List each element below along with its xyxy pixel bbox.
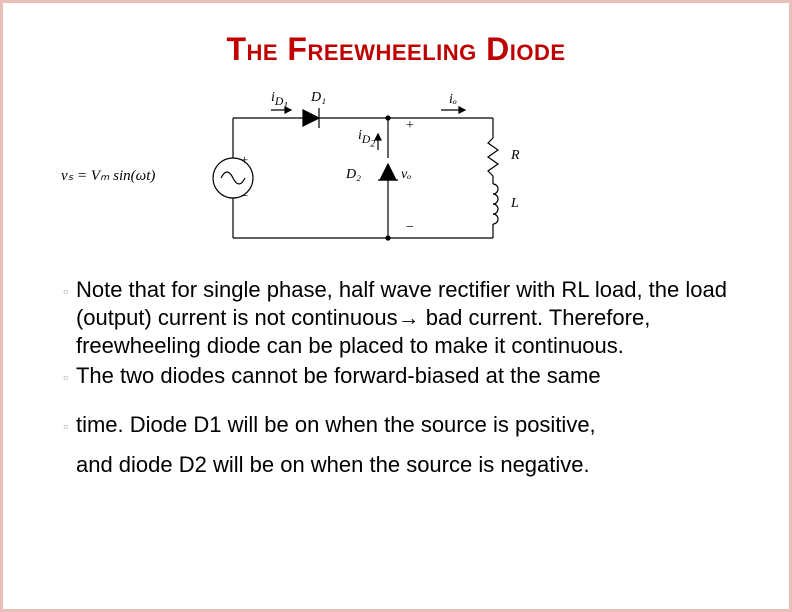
bullet-list: ▫ Note that for single phase, half wave … <box>63 276 741 479</box>
label-minus: − <box>406 220 414 236</box>
label-R: R <box>511 148 520 164</box>
svg-text:+: + <box>241 152 248 167</box>
list-item: ▫ The two diodes cannot be forward-biase… <box>63 362 741 390</box>
bullet-text: time. Diode D1 will be on when the sourc… <box>76 411 596 439</box>
label-plus: + <box>406 118 414 134</box>
bullet-icon: ▫ <box>63 284 68 298</box>
label-D2: D₂ <box>346 167 361 183</box>
slide-title: The Freewheeling Diode <box>3 31 789 68</box>
bullet-text: The two diodes cannot be forward-biased … <box>76 362 601 390</box>
bullet-icon: ▫ <box>63 370 68 384</box>
circuit-diagram: vₛ = Vₘ sin(ωt) <box>133 88 573 258</box>
list-item: ▫ Note that for single phase, half wave … <box>63 276 741 360</box>
label-L: L <box>511 196 519 212</box>
label-iD1: iD1 <box>271 90 288 111</box>
list-item: ▫ time. Diode D1 will be on when the sou… <box>63 411 741 439</box>
label-io: iₒ <box>449 92 457 108</box>
bullet-icon: ▫ <box>63 419 68 433</box>
source-equation: vₛ = Vₘ sin(ωt) <box>61 166 155 185</box>
svg-text:−: − <box>241 188 248 203</box>
bullet-text: Note that for single phase, half wave re… <box>76 276 741 360</box>
label-iD2: iD2 <box>358 128 375 149</box>
label-D1: D₁ <box>311 90 326 106</box>
label-vo: vₒ <box>401 167 411 183</box>
trailing-line: ▫ and diode D2 will be on when the sourc… <box>63 451 741 479</box>
circuit-svg: + − <box>193 88 553 258</box>
bullet-text: and diode D2 will be on when the source … <box>76 451 590 479</box>
